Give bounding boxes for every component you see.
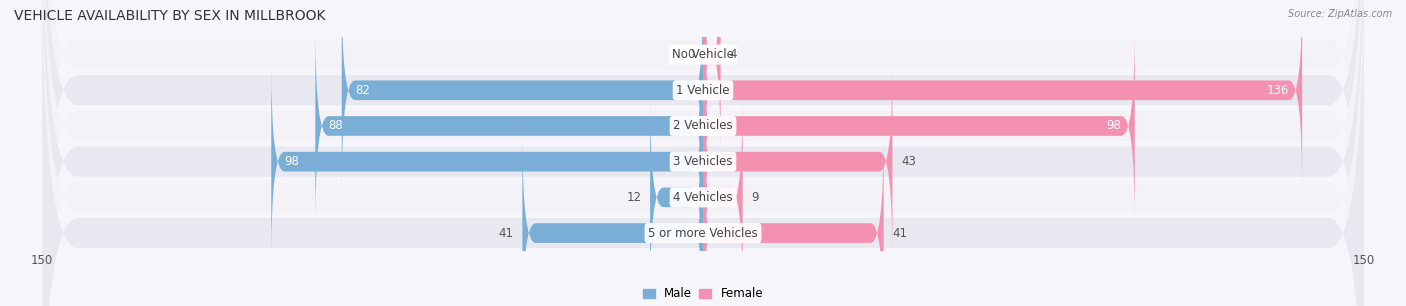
FancyBboxPatch shape xyxy=(42,0,1364,306)
FancyBboxPatch shape xyxy=(42,0,1364,306)
FancyBboxPatch shape xyxy=(271,64,703,259)
Text: 98: 98 xyxy=(284,155,299,168)
FancyBboxPatch shape xyxy=(42,0,1364,306)
Text: 9: 9 xyxy=(751,191,759,204)
FancyBboxPatch shape xyxy=(42,0,1364,306)
Text: 4 Vehicles: 4 Vehicles xyxy=(673,191,733,204)
Text: 12: 12 xyxy=(626,191,641,204)
FancyBboxPatch shape xyxy=(42,0,1364,306)
Text: 98: 98 xyxy=(1107,119,1122,132)
Text: 136: 136 xyxy=(1267,84,1289,97)
Text: 82: 82 xyxy=(354,84,370,97)
Text: No Vehicle: No Vehicle xyxy=(672,48,734,61)
Text: 41: 41 xyxy=(499,226,513,240)
FancyBboxPatch shape xyxy=(42,0,1364,306)
Text: 3 Vehicles: 3 Vehicles xyxy=(673,155,733,168)
Text: VEHICLE AVAILABILITY BY SEX IN MILLBROOK: VEHICLE AVAILABILITY BY SEX IN MILLBROOK xyxy=(14,9,326,23)
Text: 43: 43 xyxy=(901,155,917,168)
Text: 5 or more Vehicles: 5 or more Vehicles xyxy=(648,226,758,240)
Text: 1 Vehicle: 1 Vehicle xyxy=(676,84,730,97)
FancyBboxPatch shape xyxy=(342,0,703,188)
FancyBboxPatch shape xyxy=(703,0,721,152)
FancyBboxPatch shape xyxy=(703,29,1135,223)
FancyBboxPatch shape xyxy=(703,64,893,259)
Text: 41: 41 xyxy=(893,226,907,240)
FancyBboxPatch shape xyxy=(315,29,703,223)
Text: 4: 4 xyxy=(730,48,737,61)
Text: 88: 88 xyxy=(329,119,343,132)
FancyBboxPatch shape xyxy=(703,100,742,295)
Text: Source: ZipAtlas.com: Source: ZipAtlas.com xyxy=(1288,9,1392,19)
FancyBboxPatch shape xyxy=(703,0,1302,188)
Legend: Male, Female: Male, Female xyxy=(638,282,768,305)
FancyBboxPatch shape xyxy=(703,136,883,306)
FancyBboxPatch shape xyxy=(650,100,703,295)
Text: 0: 0 xyxy=(686,48,695,61)
FancyBboxPatch shape xyxy=(523,136,703,306)
Text: 2 Vehicles: 2 Vehicles xyxy=(673,119,733,132)
